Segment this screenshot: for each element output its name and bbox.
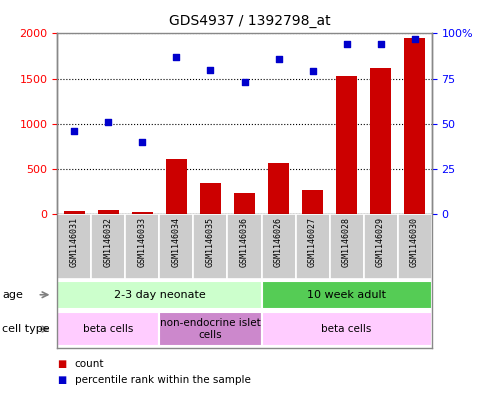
Point xyxy=(104,119,112,125)
Point xyxy=(70,128,78,134)
Bar xyxy=(200,184,221,214)
Bar xyxy=(295,214,329,279)
Bar xyxy=(64,211,85,214)
Text: cell type: cell type xyxy=(2,324,50,334)
Text: GSM1146030: GSM1146030 xyxy=(410,217,419,267)
Text: age: age xyxy=(2,290,23,300)
Bar xyxy=(404,38,425,214)
Bar xyxy=(261,281,432,309)
Point xyxy=(343,41,351,48)
Point xyxy=(411,36,419,42)
Text: beta cells: beta cells xyxy=(321,324,372,334)
Bar xyxy=(336,76,357,214)
Bar xyxy=(125,214,160,279)
Bar xyxy=(364,214,398,279)
Text: percentile rank within the sample: percentile rank within the sample xyxy=(75,375,250,386)
Point xyxy=(241,79,249,85)
Point xyxy=(274,55,282,62)
Bar xyxy=(160,312,261,346)
Bar xyxy=(91,214,125,279)
Bar xyxy=(57,281,261,309)
Bar xyxy=(98,210,119,214)
Text: beta cells: beta cells xyxy=(83,324,134,334)
Bar xyxy=(261,312,432,346)
Bar xyxy=(166,159,187,214)
Bar xyxy=(160,214,194,279)
Bar xyxy=(329,214,364,279)
Text: GSM1146029: GSM1146029 xyxy=(376,217,385,267)
Point xyxy=(308,68,316,75)
Bar xyxy=(57,214,91,279)
Text: GSM1146033: GSM1146033 xyxy=(138,217,147,267)
Text: ■: ■ xyxy=(57,375,67,386)
Bar xyxy=(398,214,432,279)
Bar xyxy=(302,190,323,214)
Point xyxy=(377,41,385,48)
Text: GSM1146031: GSM1146031 xyxy=(70,217,79,267)
Text: ■: ■ xyxy=(57,358,67,369)
Text: 10 week adult: 10 week adult xyxy=(307,290,386,300)
Text: count: count xyxy=(75,358,104,369)
Point xyxy=(173,54,181,60)
Text: non-endocrine islet
cells: non-endocrine islet cells xyxy=(160,318,261,340)
Point xyxy=(207,66,215,73)
Text: GSM1146032: GSM1146032 xyxy=(104,217,113,267)
Text: GSM1146027: GSM1146027 xyxy=(308,217,317,267)
Bar xyxy=(194,214,228,279)
Bar xyxy=(261,214,295,279)
Text: GDS4937 / 1392798_at: GDS4937 / 1392798_at xyxy=(169,14,330,28)
Bar xyxy=(370,68,391,214)
Text: GSM1146035: GSM1146035 xyxy=(206,217,215,267)
Bar xyxy=(132,212,153,214)
Bar xyxy=(268,163,289,214)
Text: GSM1146026: GSM1146026 xyxy=(274,217,283,267)
Text: GSM1146034: GSM1146034 xyxy=(172,217,181,267)
Text: GSM1146028: GSM1146028 xyxy=(342,217,351,267)
Bar xyxy=(235,193,254,214)
Text: 2-3 day neonate: 2-3 day neonate xyxy=(114,290,205,300)
Bar xyxy=(228,214,261,279)
Bar xyxy=(57,312,160,346)
Text: GSM1146036: GSM1146036 xyxy=(240,217,249,267)
Point xyxy=(138,139,146,145)
